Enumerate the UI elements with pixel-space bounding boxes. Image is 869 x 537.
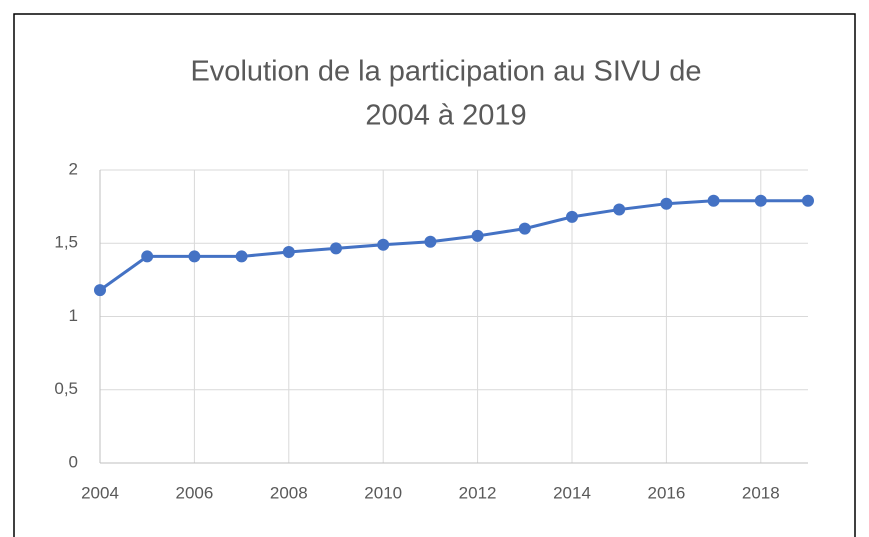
marker xyxy=(660,197,673,210)
y-tick-label: 0 xyxy=(69,452,78,471)
marker xyxy=(471,229,484,242)
marker xyxy=(282,246,295,259)
x-tick-label: 2016 xyxy=(647,483,685,502)
marker xyxy=(330,242,342,255)
x-tick-label: 2008 xyxy=(270,483,308,502)
frame xyxy=(13,13,856,537)
marker xyxy=(235,250,248,263)
x-tick-label: 2004 xyxy=(81,483,119,502)
marker xyxy=(94,284,106,297)
y-tick-label: 2 xyxy=(69,159,78,178)
y-tick-label: 1,5 xyxy=(54,233,78,252)
marker xyxy=(377,238,390,251)
marker xyxy=(802,194,814,207)
marker xyxy=(518,222,531,235)
x-tick-label: 2010 xyxy=(364,483,402,502)
x-tick-label: 2006 xyxy=(175,483,213,502)
line xyxy=(99,199,808,292)
y-tick-label: 1 xyxy=(69,306,78,325)
chart-title: 2004 à 2019 xyxy=(365,100,526,132)
marker xyxy=(707,194,720,207)
x-tick-label: 2018 xyxy=(742,483,780,502)
y-tick-label: 0,5 xyxy=(54,379,78,398)
x-tick-label: 2014 xyxy=(553,483,591,502)
marker xyxy=(188,250,201,263)
marker xyxy=(566,210,578,223)
x-tick-label: 2012 xyxy=(459,483,497,502)
marker xyxy=(424,235,437,248)
marker xyxy=(754,194,767,207)
marker xyxy=(613,203,626,216)
marker xyxy=(141,250,154,263)
chart-title: Evolution de la participation au SIVU de xyxy=(190,56,701,88)
